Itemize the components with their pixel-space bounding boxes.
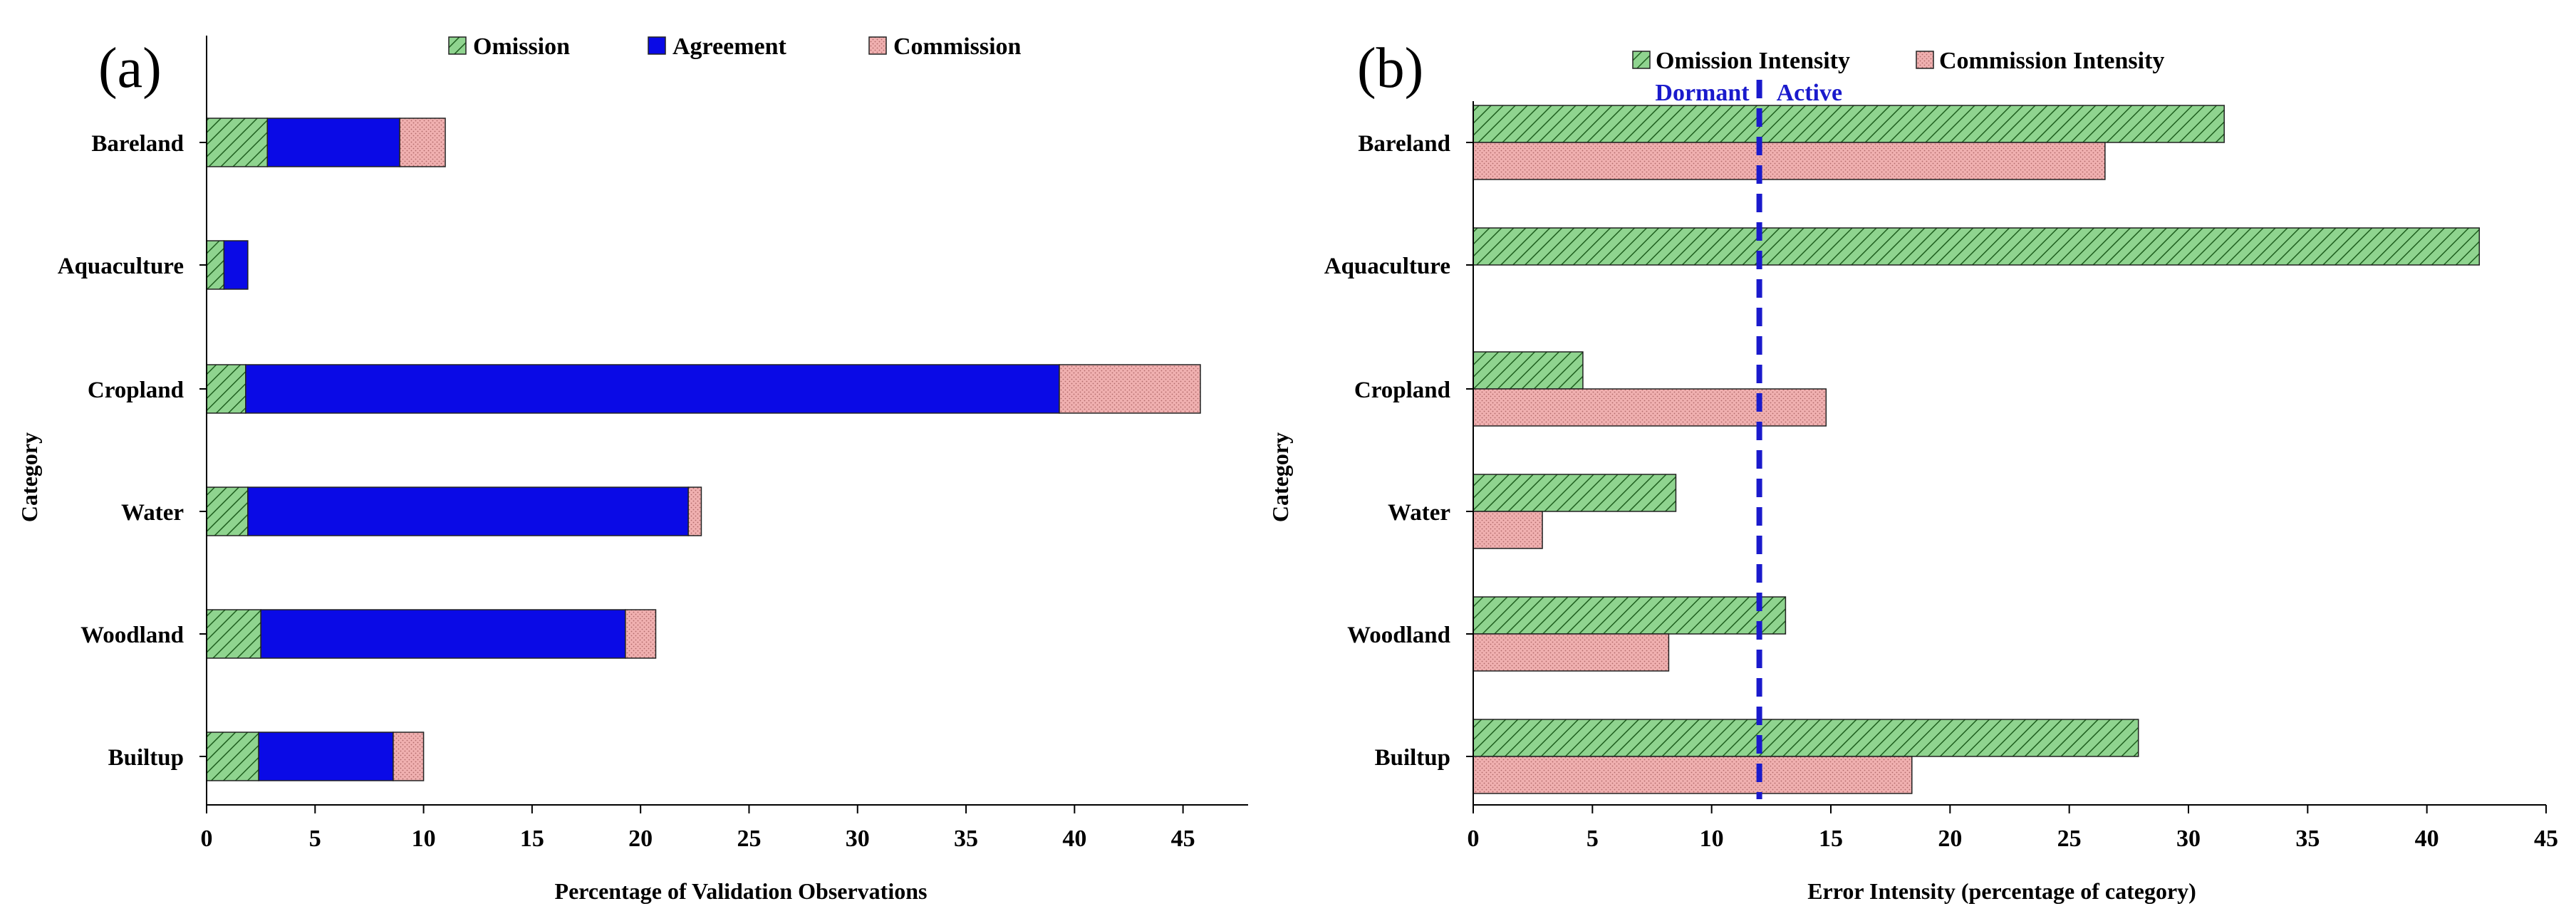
bar-commission-builtup xyxy=(393,732,425,781)
x-tick-label-b-45: 45 xyxy=(2534,826,2558,852)
category-label-builtup: Builtup xyxy=(108,745,184,771)
x-tick-label-b-5: 5 xyxy=(1586,826,1599,852)
threshold-b: Dormant Active xyxy=(1655,80,1842,799)
bar-omission-intensity-water xyxy=(1473,474,1677,512)
category-label-aquaculture: Aquaculture xyxy=(58,254,184,279)
x-tick-label-b-25: 25 xyxy=(2057,826,2082,852)
bar-omission-water xyxy=(206,486,249,536)
category-label-b-cropland: Cropland xyxy=(1354,378,1450,403)
x-tick-label-b-15: 15 xyxy=(1819,826,1843,852)
bar-commission-intensity-water xyxy=(1473,511,1543,549)
legend-label-commission-intensity: Commission Intensity xyxy=(1939,48,2164,74)
x-tick-label-10: 10 xyxy=(412,826,436,852)
chart-panel-b: (b) Omission Intensity Commission Intensi… xyxy=(1267,37,2558,904)
category-label-woodland: Woodland xyxy=(80,623,184,648)
legend-swatch-commission-intensity xyxy=(1916,51,1934,69)
bar-omission-intensity-builtup xyxy=(1473,719,2139,757)
x-axis-title-b: Error Intensity (percentage of category) xyxy=(1807,878,2196,904)
category-label-b-water: Water xyxy=(1388,500,1450,526)
category-label-cropland: Cropland xyxy=(88,378,184,403)
bar-agreement-builtup xyxy=(258,732,394,781)
legend-label-omission-intensity: Omission Intensity xyxy=(1656,48,1850,74)
bar-commission-woodland xyxy=(625,609,657,659)
legend-a: Omission Agreement Commission xyxy=(448,33,1022,60)
x-tick-label-b-0: 0 xyxy=(1468,826,1480,852)
legend-b: Omission Intensity Commission Intensity xyxy=(1632,48,2164,74)
x-ticks-a: 0 5 10 15 20 25 30 35 40 45 xyxy=(201,805,1195,852)
category-label-bareland: Bareland xyxy=(91,131,184,157)
x-tick-label-b-30: 30 xyxy=(2176,826,2201,852)
bar-commission-intensity-bareland xyxy=(1473,142,2106,180)
bar-commission-intensity-cropland xyxy=(1473,388,1827,427)
category-label-b-woodland: Woodland xyxy=(1347,623,1450,648)
bar-omission-intensity-bareland xyxy=(1473,105,2225,143)
legend-label-commission: Commission xyxy=(893,33,1022,60)
bar-agreement-aquaculture xyxy=(223,240,249,290)
active-label: Active xyxy=(1777,80,1843,106)
x-tick-label-25: 25 xyxy=(737,826,761,852)
bar-omission-intensity-aquaculture xyxy=(1473,227,2481,266)
category-label-b-bareland: Bareland xyxy=(1358,131,1450,157)
x-tick-label-b-10: 10 xyxy=(1700,826,1724,852)
x-axis-title-a: Percentage of Validation Observations xyxy=(555,878,928,904)
bar-agreement-woodland xyxy=(260,609,626,659)
bar-omission-intensity-woodland xyxy=(1473,596,1787,635)
legend-swatch-agreement xyxy=(648,36,666,55)
x-tick-label-5: 5 xyxy=(309,826,321,852)
bars-a xyxy=(206,118,1201,781)
chart-panel-a: (a) Omission Agreement Commission Bareland… xyxy=(16,33,1248,904)
x-tick-label-20: 20 xyxy=(628,826,653,852)
x-tick-label-b-35: 35 xyxy=(2295,826,2320,852)
bar-commission-water xyxy=(687,486,702,536)
bar-commission-cropland xyxy=(1059,364,1201,414)
dormant-label: Dormant xyxy=(1655,80,1750,106)
x-tick-label-b-40: 40 xyxy=(2415,826,2439,852)
x-tick-label-45: 45 xyxy=(1171,826,1195,852)
bar-agreement-water xyxy=(247,486,689,536)
x-tick-label-35: 35 xyxy=(954,826,978,852)
category-labels-a: Bareland Aquaculture Cropland Water Woodland… xyxy=(58,131,184,771)
category-labels-b: Bareland Aquaculture Cropland Water Woodland… xyxy=(1324,131,1450,771)
x-tick-label-0: 0 xyxy=(201,826,213,852)
x-tick-label-40: 40 xyxy=(1062,826,1086,852)
bar-agreement-cropland xyxy=(245,364,1060,414)
category-label-water: Water xyxy=(121,500,184,526)
bar-agreement-bareland xyxy=(266,118,400,167)
x-tick-label-b-20: 20 xyxy=(1938,826,1962,852)
legend-swatch-commission xyxy=(868,36,887,55)
axes-b xyxy=(1466,101,2546,806)
bar-omission-woodland xyxy=(206,609,261,659)
legend-label-omission: Omission xyxy=(473,33,570,60)
bar-omission-intensity-cropland xyxy=(1473,351,1584,390)
bar-omission-cropland xyxy=(206,364,246,414)
legend-swatch-omission-intensity xyxy=(1632,51,1651,69)
category-label-b-aquaculture: Aquaculture xyxy=(1324,254,1450,279)
legend-swatch-omission xyxy=(448,36,467,55)
bars-b xyxy=(1473,105,2481,794)
bar-commission-bareland xyxy=(399,118,446,167)
bar-omission-bareland xyxy=(206,118,269,167)
bar-omission-builtup xyxy=(206,732,259,781)
bar-commission-intensity-woodland xyxy=(1473,633,1670,672)
y-axis-title-b: Category xyxy=(1267,432,1293,522)
legend-label-agreement: Agreement xyxy=(672,33,787,60)
bar-commission-intensity-builtup xyxy=(1473,756,1913,794)
category-label-b-builtup: Builtup xyxy=(1375,745,1450,771)
bar-omission-aquaculture xyxy=(206,240,225,290)
panel-label-a: (a) xyxy=(98,37,162,100)
x-tick-label-15: 15 xyxy=(520,826,544,852)
panel-label-b: (b) xyxy=(1357,37,1423,100)
x-ticks-b: 0 5 10 15 20 25 30 35 40 45 xyxy=(1468,805,2558,852)
x-tick-label-30: 30 xyxy=(846,826,870,852)
y-axis-title-a: Category xyxy=(16,432,42,522)
